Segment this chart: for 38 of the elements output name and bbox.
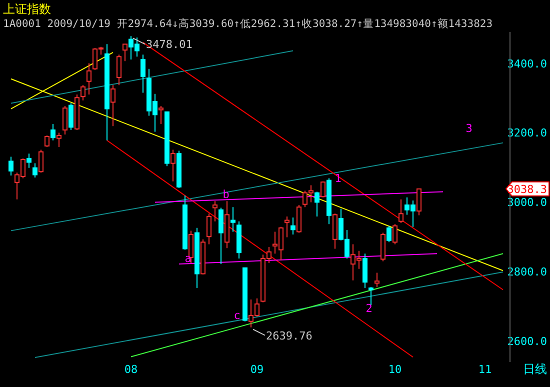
y-tick-label: 3000.0	[507, 196, 547, 210]
candlestick	[284, 216, 290, 238]
candlestick	[50, 124, 56, 141]
candlestick	[212, 200, 218, 222]
x-tick-label: 10	[388, 363, 402, 376]
annotation: 3	[466, 122, 472, 135]
candlestick	[140, 54, 146, 94]
annotation: c	[234, 309, 240, 322]
candlestick	[26, 153, 32, 168]
chart-subtitle: 1A0001 2009/10/19 开2974.64↓高3039.60↑低2962.31↑收3038.27↑量134983040↑额1433823	[3, 17, 493, 30]
annotation: 2	[366, 302, 372, 315]
x-tick-label: 09	[250, 363, 264, 376]
price-tag: 3038.3	[505, 181, 550, 196]
candlestick	[230, 206, 236, 232]
annotation: 3478.01	[146, 38, 192, 52]
x-tick-label: 11	[478, 363, 492, 376]
x-tick-label: 08	[124, 363, 138, 376]
y-tick-label: 2800.0	[507, 266, 547, 279]
annotation: a	[184, 252, 192, 265]
chart-title: 上证指数	[3, 2, 51, 16]
text: 日线	[523, 362, 547, 376]
candlestick	[56, 132, 62, 148]
candlestick	[110, 84, 116, 127]
annotation: 2639.76	[266, 329, 312, 342]
y-tick-label: 2600.0	[507, 335, 547, 348]
y-tick-label: 3400.0	[507, 57, 547, 70]
candlestick	[188, 230, 194, 264]
candlestick	[326, 178, 332, 225]
candlestick	[374, 272, 380, 288]
y-tick-label: 3200.0	[507, 126, 547, 140]
candlestick	[362, 253, 368, 289]
candlestick	[224, 200, 230, 249]
candlestick	[206, 213, 212, 245]
candlestick	[194, 227, 200, 289]
candlestick	[68, 102, 74, 130]
candlestick	[290, 216, 296, 236]
candlestick	[104, 44, 110, 141]
candlestick	[86, 62, 92, 96]
